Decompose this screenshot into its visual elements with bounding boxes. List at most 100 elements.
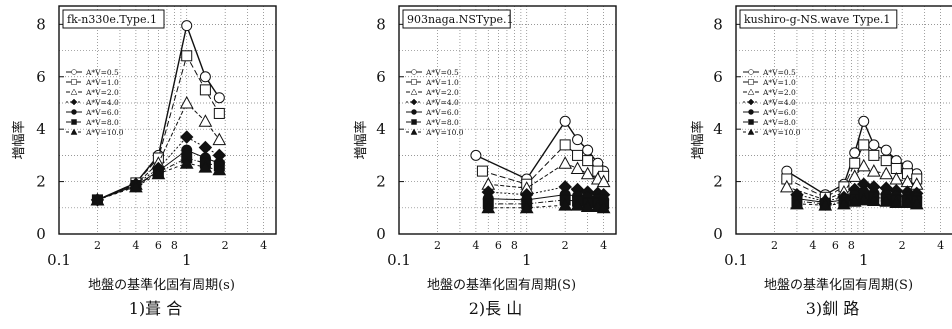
legend-entry: A*V=6.0 (85, 108, 119, 117)
legend-entry: A*V=4.0 (85, 98, 119, 107)
data-point (880, 144, 892, 156)
data-point (212, 132, 227, 146)
legend-marker (411, 79, 417, 85)
legend-entry: A*V=8.0 (425, 118, 459, 127)
chart-title-box: fk-n330e.Type.1 (62, 9, 165, 29)
legend-marker (748, 69, 754, 75)
panel-caption: 2)長 山 (469, 299, 523, 318)
data-point (199, 84, 211, 96)
data-point (596, 174, 611, 188)
data-point (470, 149, 482, 161)
y-tick-label: 0 (376, 225, 386, 243)
y-tick-label: 2 (36, 173, 46, 191)
data-point (849, 157, 861, 169)
y-tick-label: 4 (36, 120, 46, 138)
series-line-7 (796, 199, 917, 206)
data-point (90, 192, 105, 206)
data-point (818, 198, 833, 211)
chart-title-box: 903naga.NSType.1 (402, 9, 514, 29)
data-point (866, 193, 881, 206)
data-point (909, 196, 924, 210)
data-point (856, 192, 871, 206)
x-tick-label-minor: 6 (155, 239, 162, 252)
x-tick-label-major: 0.1 (47, 251, 71, 269)
x-tick-label-minor: 4 (809, 239, 816, 252)
x-tick-label-minor: 6 (495, 239, 502, 252)
data-point (582, 144, 594, 156)
legend-marker (411, 109, 417, 115)
data-point (847, 169, 862, 182)
legend-marker (748, 109, 754, 115)
data-point (129, 179, 143, 193)
data-point (900, 195, 915, 209)
data-point (213, 92, 225, 104)
data-point (879, 166, 894, 180)
data-point (559, 115, 571, 127)
x-tick-label-minor: 4 (132, 239, 139, 252)
data-point (847, 194, 862, 207)
data-point (212, 162, 227, 176)
data-point (198, 160, 213, 173)
data-point (580, 199, 595, 212)
data-point (779, 179, 794, 193)
plot-frame (398, 5, 617, 235)
y-tick-label: 0 (36, 225, 46, 243)
data-point (889, 195, 904, 209)
x-tick-label-major: 0.1 (387, 251, 411, 269)
x-axis-label: 地盤の基準化固有周期(S) (764, 277, 913, 293)
data-point (889, 171, 904, 185)
series-group (470, 115, 611, 214)
y-axis-label: 増幅率 (690, 120, 706, 159)
y-tick-label: 6 (713, 68, 723, 86)
plot-frame (58, 5, 277, 235)
legend-entry: A*V=1.0 (85, 78, 119, 87)
x-tick-label-minor: 4 (260, 239, 267, 252)
data-point (572, 149, 584, 161)
x-tick-label-major: 1 (182, 251, 192, 269)
x-tick-label-minor: 4 (937, 239, 944, 252)
x-tick-label-minor: 2 (562, 239, 569, 252)
legend-entry: A*V=0.5 (425, 68, 459, 77)
data-point (151, 166, 166, 180)
legend-marker (70, 98, 78, 106)
panel-caption: 1)葺 合 (129, 299, 183, 318)
x-tick-label-minor: 2 (434, 239, 441, 252)
data-point (179, 156, 194, 169)
y-tick-label: 2 (713, 173, 723, 191)
legend-marker (747, 98, 755, 106)
legend-entry: A*V=6.0 (762, 108, 796, 117)
x-tick-label-minor: 8 (511, 239, 518, 252)
y-tick-label: 0 (713, 225, 723, 243)
data-point (181, 20, 193, 32)
chart-title: kushiro-g-NS.wave Type.1 (744, 13, 890, 26)
title-frame (402, 9, 511, 29)
y-tick-label: 6 (36, 68, 46, 86)
data-point (199, 71, 211, 83)
legend-entry: A*V=10.0 (85, 128, 124, 137)
legend-entry: A*V=6.0 (425, 108, 459, 117)
data-point (868, 139, 880, 151)
legend-marker (747, 128, 755, 135)
x-tick-label-minor: 2 (222, 239, 229, 252)
data-point (181, 50, 193, 62)
data-point (866, 164, 881, 177)
data-point (880, 155, 892, 167)
x-tick-label-minor: 2 (94, 239, 101, 252)
y-axis-label: 増幅率 (11, 120, 27, 159)
y-axis-label: 増幅率 (353, 120, 369, 159)
title-frame (739, 9, 898, 29)
legend-marker (748, 79, 754, 85)
legend-entry: A*V=4.0 (762, 98, 796, 107)
legend-marker (748, 119, 754, 125)
legend: A*V=0.5A*V=1.0A*V=2.0A*V=4.0A*V=6.0A*V=8… (743, 68, 801, 137)
data-point (879, 194, 894, 207)
legend-entry: A*V=0.5 (85, 68, 119, 77)
plot-frame (735, 5, 952, 235)
x-tick-label-major: 1 (859, 251, 869, 269)
data-point (198, 114, 213, 127)
chart-title-box: kushiro-g-NS.wave Type.1 (739, 9, 898, 29)
y-tick-label: 4 (713, 120, 723, 138)
legend-entry: A*V=2.0 (425, 88, 459, 97)
x-tick-label-minor: 8 (171, 239, 178, 252)
